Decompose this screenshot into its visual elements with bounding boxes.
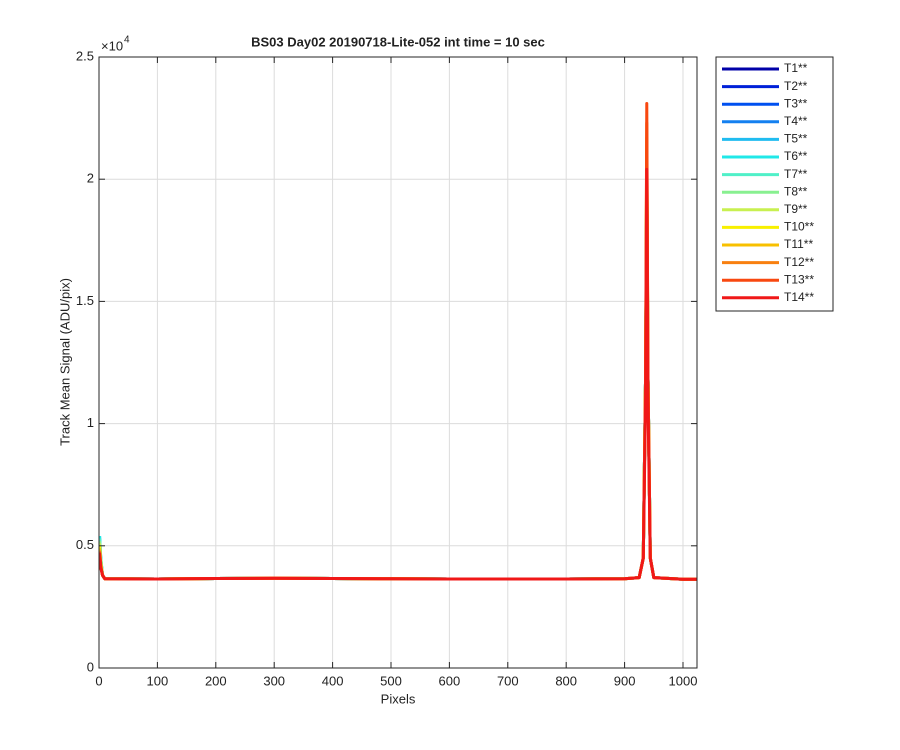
legend-label: T10**	[784, 220, 814, 234]
legend-label: T5**	[784, 132, 808, 146]
legend-label: T8**	[784, 184, 808, 198]
legend-label: T4**	[784, 114, 808, 128]
y-tick-label: 2.5	[76, 48, 94, 63]
legend-box	[715, 56, 834, 312]
legend-label: T14**	[784, 290, 814, 304]
x-tick-label: 600	[439, 673, 461, 688]
legend-label: T3**	[784, 96, 808, 110]
y-tick-label: 1.5	[76, 293, 94, 308]
legend-label: T2**	[784, 79, 808, 93]
y-exponent: 4	[124, 35, 130, 46]
x-tick-label: 300	[263, 673, 285, 688]
y-axis-label: Track Mean Signal (ADU/pix)	[57, 278, 72, 446]
x-tick-label: 800	[555, 673, 577, 688]
y-tick-label: 2	[87, 171, 94, 186]
y-tick-label: 0.5	[76, 537, 94, 552]
y-multiplier: ×10	[101, 38, 123, 53]
legend-label: T11**	[784, 237, 813, 251]
y-tick-label: 1	[87, 415, 94, 430]
chart-title: BS03 Day02 20190718-Lite-052 int time = …	[251, 34, 545, 49]
legend-label: T1**	[784, 61, 808, 75]
axes-box	[98, 56, 698, 669]
legend-label: T7**	[784, 167, 808, 181]
x-tick-label: 100	[147, 673, 169, 688]
x-tick-label: 700	[497, 673, 519, 688]
y-tick-label: 0	[87, 659, 94, 674]
x-tick-label: 0	[95, 673, 102, 688]
x-tick-label: 500	[380, 673, 402, 688]
legend-label: T13**	[784, 272, 814, 286]
x-tick-label: 900	[614, 673, 636, 688]
x-axis-label: Pixels	[381, 691, 416, 706]
legend-label: T6**	[784, 149, 808, 163]
series-line	[99, 167, 697, 581]
x-tick-label: 200	[205, 673, 227, 688]
x-tick-label: 400	[322, 673, 344, 688]
legend-label: T12**	[784, 255, 814, 269]
x-tick-label: 1000	[669, 673, 698, 688]
legend-label: T9**	[784, 202, 808, 216]
